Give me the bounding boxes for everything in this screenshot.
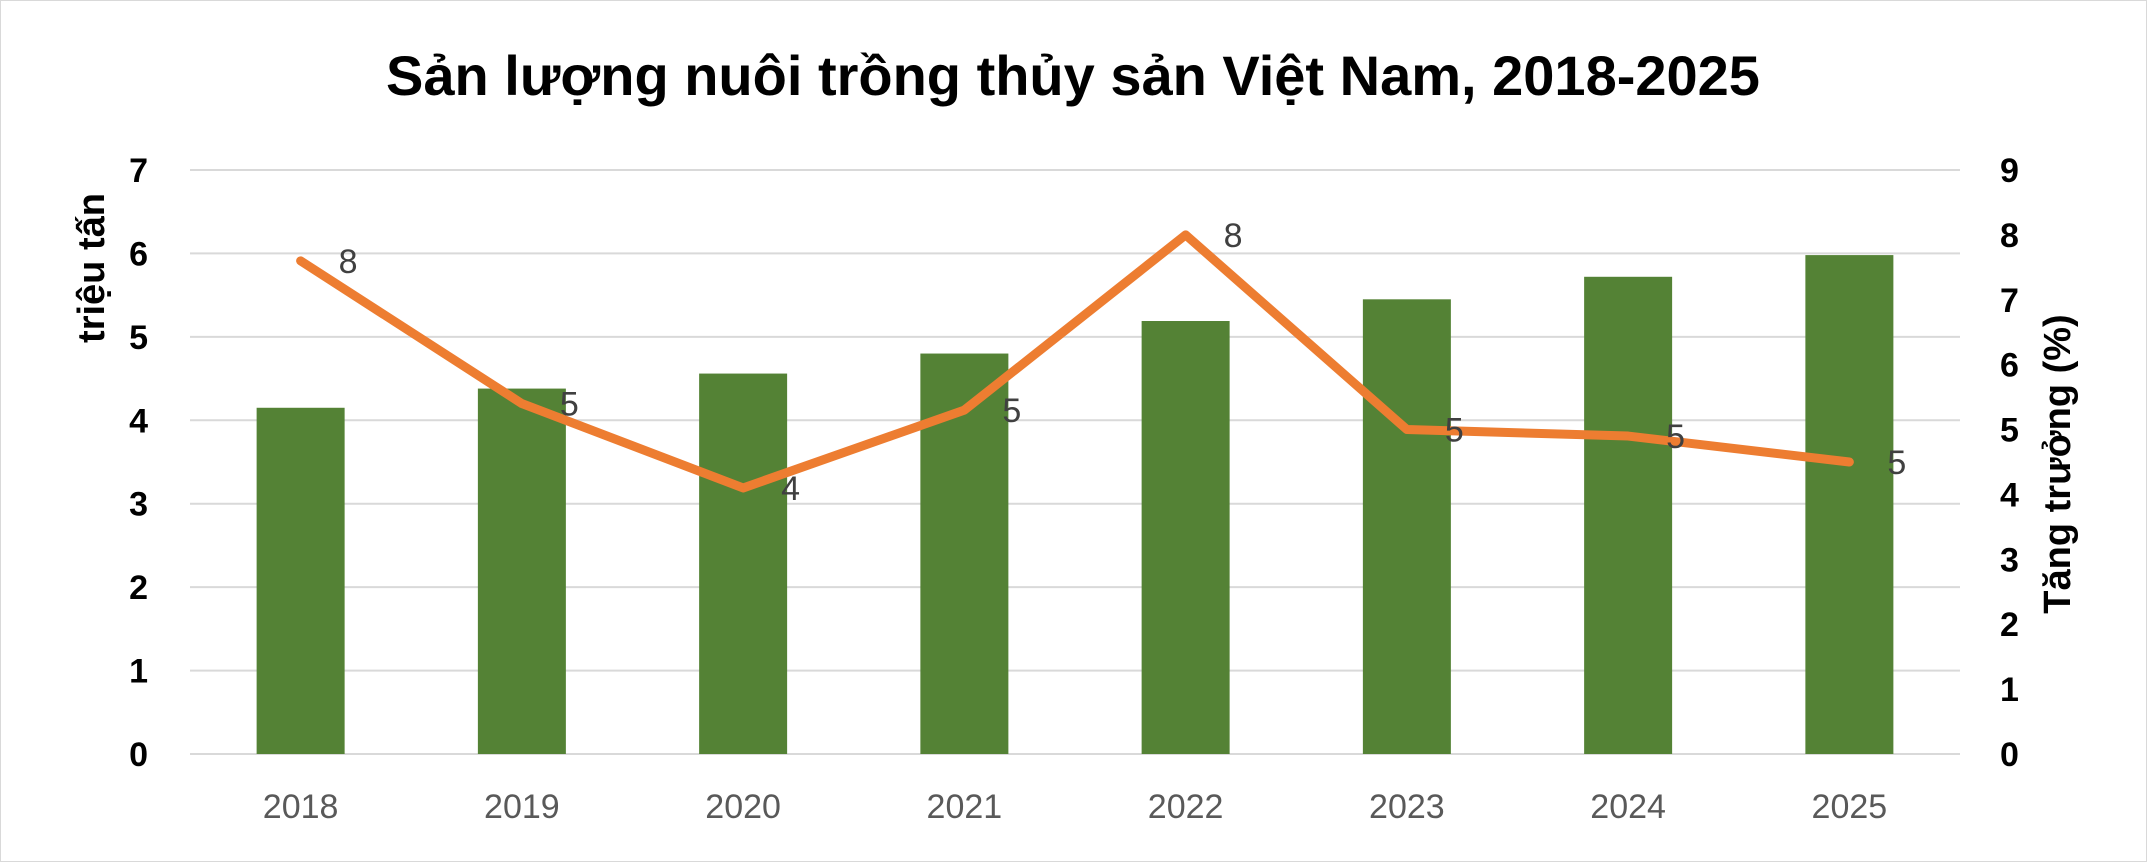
x-tick-label: 2019 bbox=[484, 788, 560, 826]
line-data-label: 8 bbox=[1224, 217, 1243, 255]
line-point bbox=[1405, 428, 1408, 431]
line-data-label: 5 bbox=[1002, 392, 1021, 430]
bar bbox=[1584, 276, 1673, 754]
x-tick-label: 2025 bbox=[1812, 788, 1888, 826]
y-tick-label: 3 bbox=[129, 486, 148, 524]
y-tick-label: 7 bbox=[129, 152, 148, 190]
y-tick-label: 5 bbox=[129, 319, 148, 357]
y-axis-ticks: 0 1 2 3 4 5 6 7 bbox=[129, 152, 148, 774]
line-point bbox=[299, 259, 302, 262]
y-tick-label: 2 bbox=[129, 569, 148, 607]
y-tick-label: 6 bbox=[129, 235, 148, 273]
y2-tick-label: 8 bbox=[2000, 217, 2019, 255]
chart-title: Sản lượng nuôi trồng thủy sản Việt Nam, … bbox=[386, 44, 1760, 107]
x-axis-ticks: 2018 2019 2020 2021 2022 2023 2024 2025 bbox=[263, 788, 1887, 826]
y2-tick-label: 6 bbox=[2000, 347, 2019, 385]
line-data-label: 4 bbox=[781, 470, 800, 508]
growth-line-series bbox=[296, 230, 1854, 493]
y2-axis-ticks: 0 1 2 3 4 5 6 7 8 9 bbox=[2000, 152, 2019, 774]
y-tick-label: 1 bbox=[129, 653, 148, 691]
y2-tick-label: 3 bbox=[2000, 541, 2019, 579]
x-tick-label: 2020 bbox=[705, 788, 781, 826]
bar-series bbox=[256, 255, 1894, 754]
x-tick-label: 2024 bbox=[1590, 788, 1666, 826]
bar bbox=[477, 388, 566, 754]
y-tick-label: 4 bbox=[129, 402, 148, 440]
gridlines bbox=[190, 169, 1960, 755]
y2-tick-label: 0 bbox=[2000, 736, 2019, 774]
x-tick-label: 2018 bbox=[263, 788, 339, 826]
bar bbox=[1362, 299, 1451, 754]
line-point bbox=[963, 409, 966, 412]
line-data-labels: 8 5 4 5 8 5 5 5 bbox=[339, 217, 1907, 508]
y-axis-title: triệu tấn bbox=[71, 193, 113, 343]
bar bbox=[1141, 321, 1230, 754]
bar bbox=[256, 407, 345, 754]
line-point bbox=[520, 402, 523, 405]
y2-tick-label: 7 bbox=[2000, 282, 2019, 320]
line-point bbox=[1627, 435, 1630, 438]
y2-tick-label: 5 bbox=[2000, 412, 2019, 450]
y2-tick-label: 1 bbox=[2000, 671, 2019, 709]
y2-axis-title: Tăng trưởng (%) bbox=[2037, 314, 2079, 613]
growth-line bbox=[296, 230, 1854, 493]
bar bbox=[699, 373, 788, 754]
line-point bbox=[1184, 233, 1187, 236]
line-point bbox=[1848, 461, 1851, 463]
line-data-label: 5 bbox=[560, 386, 579, 424]
line-data-label: 5 bbox=[1445, 412, 1464, 450]
line-data-label: 5 bbox=[1666, 418, 1685, 456]
x-tick-label: 2022 bbox=[1148, 788, 1224, 826]
line-data-label: 5 bbox=[1887, 444, 1906, 482]
line-point bbox=[742, 486, 745, 489]
y2-tick-label: 2 bbox=[2000, 606, 2019, 644]
y2-tick-label: 9 bbox=[2000, 152, 2019, 190]
x-tick-label: 2023 bbox=[1369, 788, 1445, 826]
x-tick-label: 2021 bbox=[927, 788, 1003, 826]
line-data-label: 8 bbox=[339, 243, 358, 281]
bar bbox=[1805, 255, 1894, 754]
y-tick-label: 0 bbox=[129, 736, 148, 774]
y2-tick-label: 4 bbox=[2000, 476, 2019, 514]
